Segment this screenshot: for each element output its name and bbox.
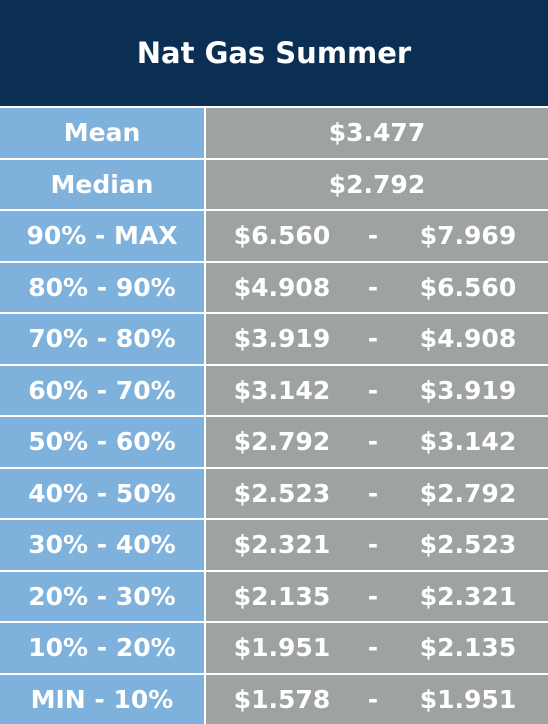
range-high: $3.919: [419, 375, 517, 405]
range-separator: -: [367, 221, 379, 251]
range-label: 30% - 40%: [0, 520, 204, 570]
table-title: Nat Gas Summer: [0, 0, 548, 106]
range-label: MIN - 10%: [0, 674, 204, 724]
range-label: 60% - 70%: [0, 365, 204, 415]
range-separator: -: [367, 272, 379, 302]
summary-value: $2.792: [206, 159, 548, 209]
range-cell: $4.908 - $6.560: [206, 262, 548, 312]
range-high: $2.321: [419, 581, 517, 611]
range-label: 40% - 50%: [0, 468, 204, 518]
range-low: $4.908: [233, 272, 331, 302]
range-separator: -: [367, 530, 379, 560]
range-label: 10% - 20%: [0, 623, 204, 673]
range-low: $2.523: [233, 478, 331, 508]
range-separator: -: [367, 633, 379, 663]
range-separator: -: [367, 324, 379, 354]
range-low: $2.792: [233, 427, 331, 457]
range-label: 50% - 60%: [0, 417, 204, 467]
range-cell: $2.321 - $2.523: [206, 520, 548, 570]
summary-value: $3.477: [206, 108, 548, 158]
range-low: $2.321: [233, 530, 331, 560]
range-cell: $1.951 - $2.135: [206, 623, 548, 673]
range-high: $1.951: [419, 684, 517, 714]
range-separator: -: [367, 427, 379, 457]
range-label: 80% - 90%: [0, 262, 204, 312]
range-cell: $2.135 - $2.321: [206, 571, 548, 621]
range-high: $2.523: [419, 530, 517, 560]
range-cell: $6.560 - $7.969: [206, 211, 548, 261]
range-low: $1.951: [233, 633, 331, 663]
summary-label: Median: [0, 159, 204, 209]
range-cell: $1.578 - $1.951: [206, 674, 548, 724]
range-cell: $2.792 - $3.142: [206, 417, 548, 467]
range-low: $2.135: [233, 581, 331, 611]
summary-label: Mean: [0, 108, 204, 158]
range-high: $2.135: [419, 633, 517, 663]
range-high: $7.969: [419, 221, 517, 251]
range-separator: -: [367, 581, 379, 611]
range-low: $1.578: [233, 684, 331, 714]
range-high: $6.560: [419, 272, 517, 302]
range-cell: $3.919 - $4.908: [206, 314, 548, 364]
range-cell: $3.142 - $3.919: [206, 365, 548, 415]
range-separator: -: [367, 684, 379, 714]
range-low: $3.919: [233, 324, 331, 354]
range-high: $4.908: [419, 324, 517, 354]
table-body: Mean $3.477 Median $2.792 90% - MAX $6.560- $7…: [0, 106, 548, 724]
range-separator: -: [367, 375, 379, 405]
range-label: 90% - MAX: [0, 211, 204, 261]
range-low: $3.142: [233, 375, 331, 405]
range-label: 70% - 80%: [0, 314, 204, 364]
range-high: $2.792: [419, 478, 517, 508]
range-label: 20% - 30%: [0, 571, 204, 621]
range-low: $6.560: [233, 221, 331, 251]
range-separator: -: [367, 478, 379, 508]
range-cell: $2.523 - $2.792: [206, 468, 548, 518]
range-high: $3.142: [419, 427, 517, 457]
